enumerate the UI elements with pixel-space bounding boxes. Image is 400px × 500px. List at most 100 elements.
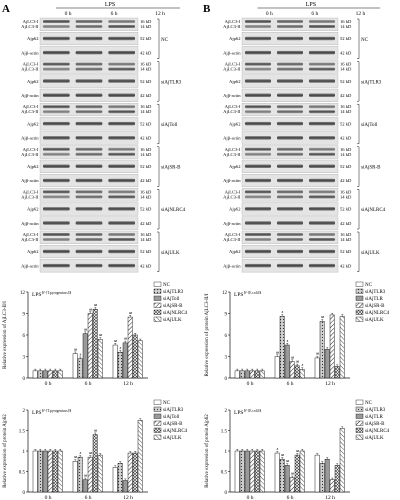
blot-band	[245, 238, 271, 241]
blot-row-label: Ajp62	[229, 164, 241, 169]
kd-label: 52 kD	[340, 207, 352, 212]
blot-band	[43, 147, 70, 151]
legend-swatch	[153, 406, 162, 412]
kd-label: 42 kD	[140, 221, 152, 226]
blot-row-label: AjLC3-I	[225, 19, 241, 24]
blot-band	[245, 20, 271, 23]
blot-band	[245, 221, 271, 225]
blot-band	[43, 136, 70, 140]
legend-label: siAjSR-B	[365, 422, 385, 427]
significance-label: aa	[94, 428, 98, 432]
blot-band	[309, 62, 335, 66]
x-tick-label: 6 h	[287, 495, 294, 500]
blot-band	[43, 178, 70, 183]
kd-label: 16 kD	[340, 19, 352, 24]
blot-band	[277, 50, 303, 55]
significance-label: a	[282, 310, 284, 314]
bar	[259, 370, 265, 379]
bar	[52, 370, 58, 379]
bar	[319, 321, 325, 379]
kd-label: 42 kD	[340, 221, 352, 226]
blot-band	[108, 238, 135, 241]
blot-row-label: Ajβ-actin	[21, 221, 39, 226]
blot-band	[43, 20, 70, 23]
significance-label: aa	[89, 307, 93, 311]
blot-row-label: Ajβ-actin	[21, 136, 39, 141]
bar	[97, 454, 103, 493]
blot-row-label: AjLC3-II	[223, 109, 241, 114]
blot-band	[75, 195, 103, 199]
time-label: 6 h	[311, 11, 318, 17]
significance-label: aa	[281, 453, 285, 457]
y-tick-label: 1.5	[221, 429, 228, 434]
panel-letter-b: B	[203, 3, 211, 15]
kd-label: 14 kD	[140, 67, 152, 72]
y-tick-label: 12	[20, 291, 26, 296]
blot-band	[108, 152, 135, 156]
bar	[314, 454, 320, 493]
y-axis-label: Relative expression of protein Ajp62	[3, 414, 8, 488]
blot-band	[43, 238, 70, 241]
legend-label: siAjULK	[163, 436, 182, 441]
y-tick-label: 2	[225, 409, 228, 414]
chart-a-p62: 0 0.5 1 1.5 2 Relative expression of protein …	[3, 399, 188, 500]
blot-band	[277, 36, 303, 41]
kd-label: 52 kD	[140, 79, 152, 84]
blot-band	[43, 67, 70, 71]
legend-swatch	[355, 434, 364, 440]
y-tick-label: 9	[225, 312, 228, 317]
chart-lps-sup: $^{E.coli}$	[244, 409, 261, 413]
bar	[319, 463, 325, 493]
blot-band	[309, 79, 335, 83]
blot-band	[277, 79, 303, 83]
kd-label: 14 kD	[140, 237, 152, 242]
blot-band	[75, 93, 103, 97]
blot-band	[75, 105, 103, 109]
blot-band	[309, 233, 335, 236]
legend-label: NC	[365, 401, 373, 406]
blot-row-label: AjLC3-II	[21, 237, 39, 242]
blot-band	[277, 207, 303, 211]
kd-label: 14 kD	[140, 109, 152, 114]
kd-label: 42 kD	[340, 93, 352, 98]
blot-band	[277, 164, 303, 168]
blot-row-label: AjLC3-I	[23, 232, 39, 237]
y-tick-label: 0.5	[221, 470, 228, 475]
blot-row-label: Ajp62	[27, 36, 39, 41]
blot-band	[75, 62, 103, 66]
blot-band	[108, 62, 135, 66]
blot-band	[309, 152, 335, 156]
kd-label: 16 kD	[340, 189, 352, 194]
blot-band	[277, 263, 303, 268]
blot-band	[43, 263, 70, 268]
kd-label: 52 kD	[140, 164, 152, 169]
blot-row-label: AjLC3-II	[223, 194, 241, 199]
blot-band	[245, 263, 271, 268]
blot-strip	[241, 103, 339, 117]
y-tick-label: 0	[225, 491, 228, 496]
blot-band	[277, 152, 303, 156]
blot-band	[75, 178, 103, 183]
blot-row-label: AjLC3-I	[225, 189, 241, 194]
blot-band	[277, 233, 303, 236]
blot-band	[43, 152, 70, 156]
bar	[92, 434, 98, 493]
blot-band	[309, 178, 335, 183]
kd-label: 42 kD	[140, 178, 152, 183]
kd-label: 14 kD	[340, 67, 352, 72]
bar	[289, 361, 295, 379]
significance-label: aa	[84, 327, 88, 331]
blot-band	[43, 164, 70, 168]
blot-band	[108, 233, 135, 236]
legend-label: siAjTLR3	[163, 290, 184, 295]
blot-band	[75, 36, 103, 41]
bar	[294, 365, 300, 379]
blot-band	[309, 147, 335, 151]
blot-band	[245, 50, 271, 55]
blot-band	[277, 121, 303, 126]
group-label: siAjULK	[361, 251, 380, 256]
blot-row-label: Ajβ-actin	[21, 263, 39, 268]
blot-band	[108, 50, 135, 55]
bar	[132, 452, 138, 493]
kd-label: 14 kD	[140, 24, 152, 29]
